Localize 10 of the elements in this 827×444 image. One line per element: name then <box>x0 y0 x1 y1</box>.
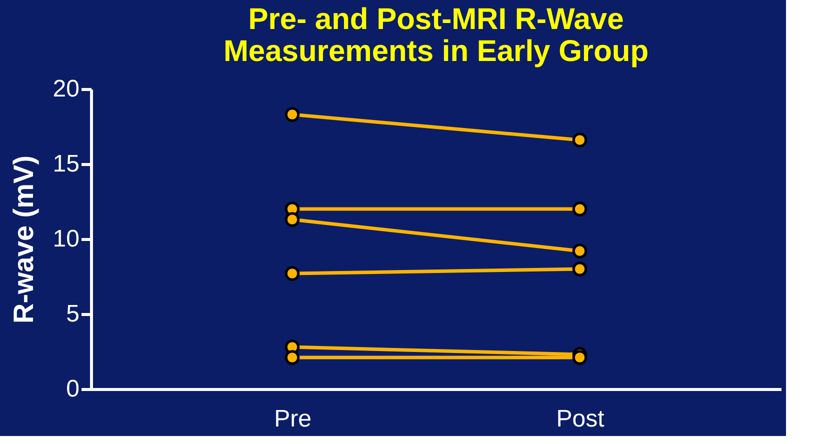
y-tick-label: 15 <box>52 150 80 178</box>
text: Pre- and Post-MRI R-Wave <box>248 3 624 36</box>
x-tick-label: Pre <box>274 406 312 432</box>
y-axis-title: R-wave (mV) <box>8 155 39 324</box>
y-tick-label: 10 <box>52 226 80 252</box>
x-tick-label: Post <box>556 406 605 432</box>
y-tick-label: 20 <box>52 76 80 102</box>
y-tick-label: 5 <box>66 300 80 328</box>
y-tick-label: 0 <box>66 376 80 402</box>
text: Measurements in Early Group <box>223 35 649 68</box>
